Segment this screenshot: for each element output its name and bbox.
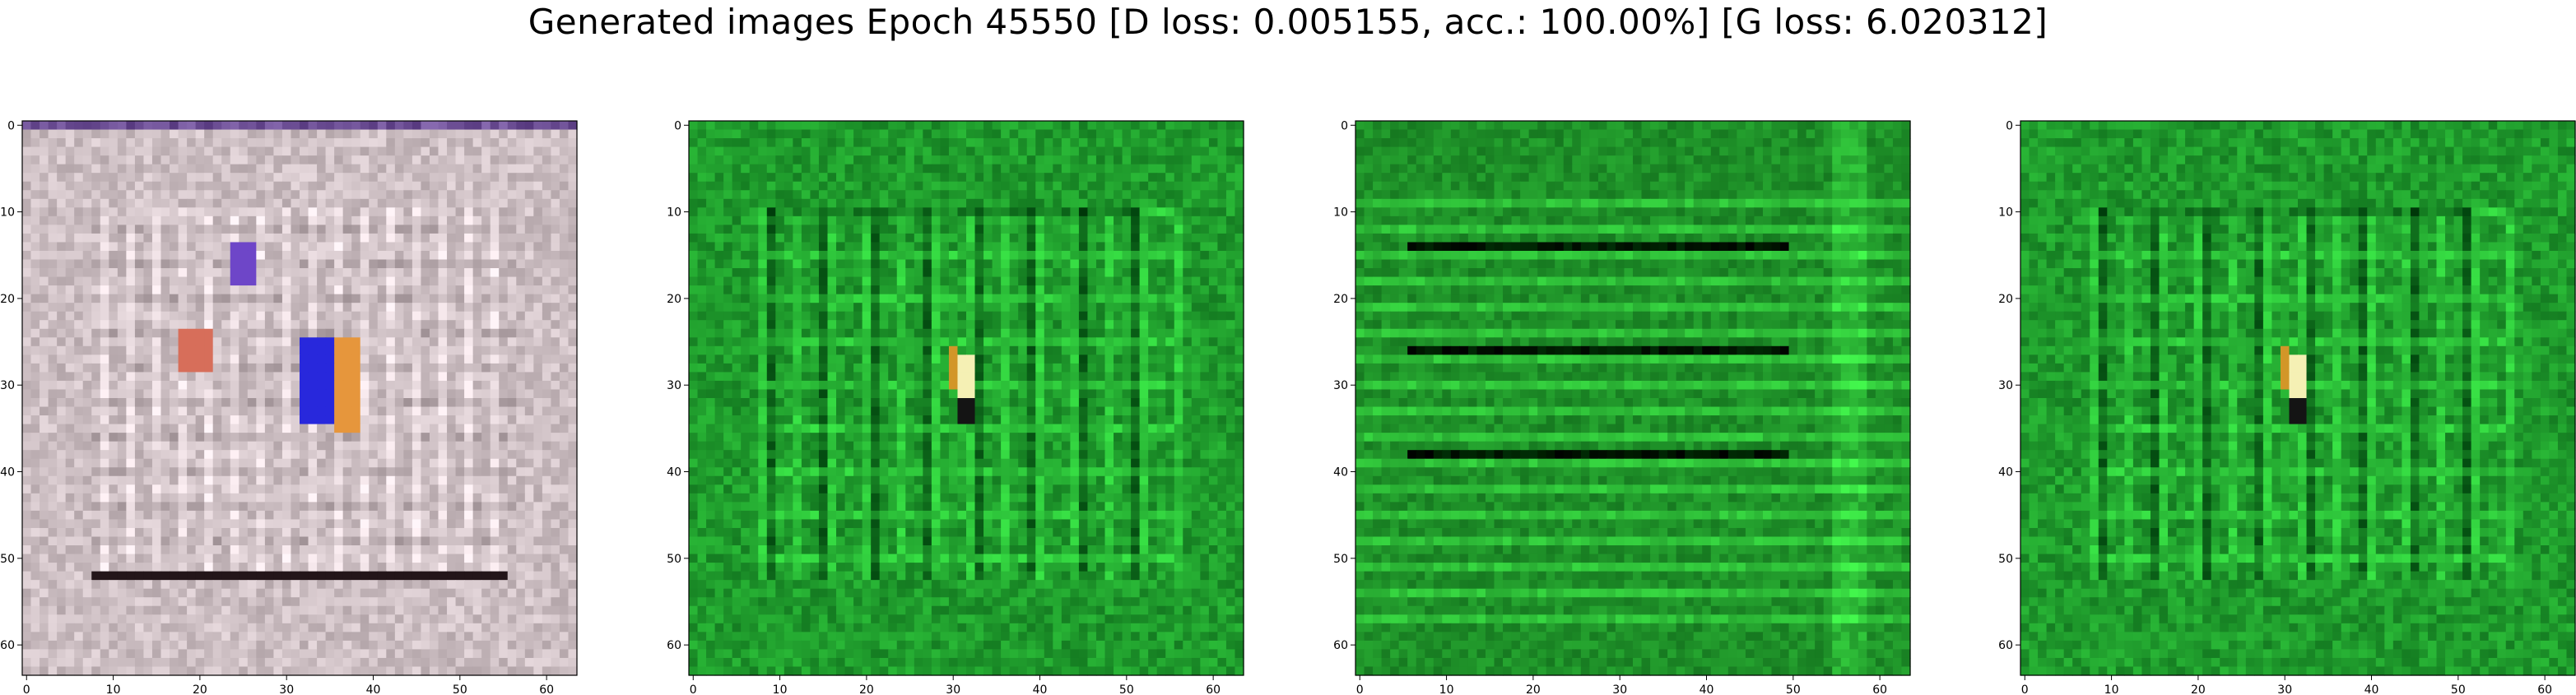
- x-tick-label: 30: [279, 683, 294, 695]
- y-tick-label: 10: [1998, 206, 2013, 220]
- axes-frame: [21, 120, 578, 676]
- y-tick-label: 50: [667, 553, 681, 566]
- x-tick-label: 30: [946, 683, 960, 695]
- y-tick-label: 0: [674, 119, 681, 132]
- x-tick-label: 30: [2277, 683, 2292, 695]
- generated-image-3: [1355, 121, 1911, 676]
- x-tick-label: 0: [23, 683, 30, 695]
- y-tick-label: 50: [0, 553, 15, 566]
- x-tick-label: 50: [453, 683, 467, 695]
- y-tick-label: 30: [1998, 379, 2013, 392]
- figure-title: Generated images Epoch 45550 [D loss: 0.…: [528, 2, 2048, 42]
- y-tick-label: 10: [1333, 206, 1348, 220]
- x-tick-label: 0: [2021, 683, 2029, 695]
- y-tick-label: 20: [1998, 293, 2013, 306]
- y-tick-label: 10: [0, 206, 15, 220]
- subplot-1: 0 10 20 30 40 50 60 0 10 20 30 40 50 60: [0, 119, 578, 695]
- generated-image-2: [689, 121, 1244, 676]
- x-tick-label: 60: [1206, 683, 1221, 695]
- x-tick-label: 50: [2451, 683, 2466, 695]
- y-tick-label: 50: [1333, 553, 1348, 566]
- axes-frame: [688, 120, 1244, 676]
- x-tick-label: 50: [1786, 683, 1801, 695]
- y-tick-label: 60: [0, 639, 15, 652]
- subplot-2: 0 10 20 30 40 50 60 0 10 20 30 40 50 60: [667, 119, 1244, 695]
- y-tick-label: 40: [667, 466, 681, 480]
- generated-image-4: [2020, 121, 2576, 676]
- y-tick-label: 10: [667, 206, 681, 220]
- x-tick-label: 40: [366, 683, 381, 695]
- x-tick-label: 10: [773, 683, 788, 695]
- y-tick-label: 50: [1998, 553, 2013, 566]
- y-tick-label: 20: [1333, 293, 1348, 306]
- x-tick-label: 50: [1119, 683, 1134, 695]
- x-tick-label: 30: [1612, 683, 1627, 695]
- axes-frame: [2020, 120, 2576, 676]
- x-tick-label: 10: [106, 683, 121, 695]
- x-tick-label: 40: [1033, 683, 1048, 695]
- y-tick-label: 60: [1333, 639, 1348, 652]
- y-tick-label: 40: [1333, 466, 1348, 480]
- y-tick-label: 20: [0, 293, 15, 306]
- x-tick-label: 60: [1872, 683, 1887, 695]
- y-tick-label: 30: [667, 379, 681, 392]
- y-tick-label: 20: [667, 293, 681, 306]
- x-tick-label: 0: [1356, 683, 1364, 695]
- x-tick-label: 40: [1700, 683, 1714, 695]
- x-tick-label: 20: [859, 683, 874, 695]
- x-tick-label: 0: [690, 683, 697, 695]
- y-tick-label: 60: [667, 639, 681, 652]
- x-tick-label: 20: [193, 683, 207, 695]
- x-tick-label: 20: [2191, 683, 2206, 695]
- x-tick-label: 10: [1439, 683, 1454, 695]
- y-tick-label: 0: [2006, 119, 2013, 132]
- x-tick-label: 60: [2537, 683, 2552, 695]
- subplot-4: 0 10 20 30 40 50 60 0 10 20 30 40 50 60: [1998, 119, 2576, 695]
- y-tick-label: 60: [1998, 639, 2013, 652]
- x-tick-label: 60: [539, 683, 554, 695]
- y-tick-label: 0: [1341, 119, 1348, 132]
- axes-frame: [1355, 120, 1911, 676]
- subplot-3: 0 10 20 30 40 50 60 0 10 20 30 40 50 60: [1333, 119, 1911, 695]
- x-tick-label: 40: [2364, 683, 2379, 695]
- y-tick-label: 30: [1333, 379, 1348, 392]
- y-tick-label: 40: [0, 466, 15, 480]
- x-tick-label: 10: [2104, 683, 2119, 695]
- y-tick-label: 40: [1998, 466, 2013, 480]
- y-tick-label: 30: [0, 379, 15, 392]
- x-tick-label: 20: [1526, 683, 1541, 695]
- generated-image-1: [22, 121, 578, 676]
- y-tick-label: 0: [7, 119, 15, 132]
